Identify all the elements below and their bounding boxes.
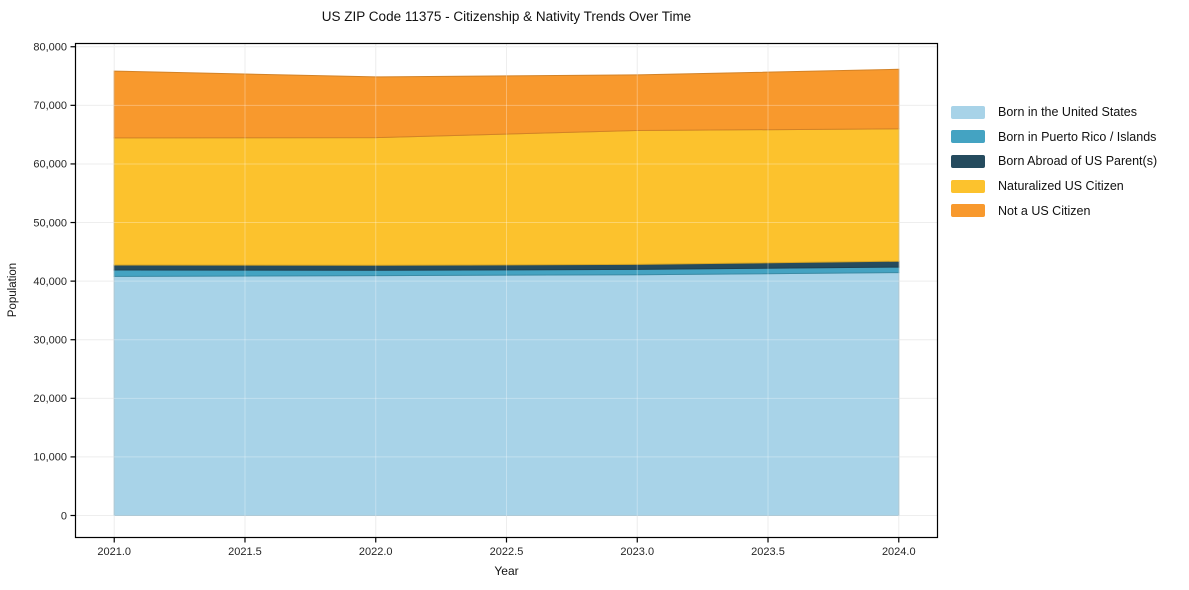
x-tick-label: 2022.5 bbox=[490, 546, 524, 558]
x-tick-label: 2021.5 bbox=[228, 546, 262, 558]
y-tick-label: 30,000 bbox=[33, 335, 67, 347]
x-tick-label: 2023.0 bbox=[620, 546, 654, 558]
legend-swatch-born-abroad bbox=[951, 154, 985, 168]
legend-item: Not a US Citizen bbox=[951, 198, 1157, 223]
legend: Born in the United States Born in Puerto… bbox=[951, 100, 1157, 223]
legend-item: Naturalized US Citizen bbox=[951, 174, 1157, 199]
legend-label: Born Abroad of US Parent(s) bbox=[998, 154, 1158, 169]
x-axis-label: Year bbox=[494, 564, 519, 578]
plot-frame bbox=[74, 42, 939, 539]
legend-swatch-puerto-rico bbox=[951, 130, 985, 144]
legend-label: Not a US Citizen bbox=[998, 203, 1091, 218]
x-tick-label: 2021.0 bbox=[97, 546, 131, 558]
legend-swatch-born-us bbox=[951, 105, 985, 119]
legend-item: Born in Puerto Rico / Islands bbox=[951, 125, 1157, 150]
y-tick-label: 80,000 bbox=[33, 42, 67, 54]
y-tick-label: 20,000 bbox=[33, 393, 67, 405]
legend-label: Naturalized US Citizen bbox=[998, 179, 1124, 194]
legend-label: Born in the United States bbox=[998, 105, 1137, 120]
chart-title: US ZIP Code 11375 - Citizenship & Nativi… bbox=[321, 9, 692, 24]
x-tick-label: 2024.0 bbox=[882, 546, 916, 558]
y-axis-label: Population bbox=[7, 262, 19, 318]
y-tick-label: 0 bbox=[61, 510, 67, 522]
legend-swatch-not-citizen bbox=[951, 204, 985, 218]
y-tick-label: 60,000 bbox=[33, 159, 67, 171]
y-tick-label: 70,000 bbox=[33, 100, 67, 112]
y-tick-label: 10,000 bbox=[33, 452, 67, 464]
x-tick-label: 2023.5 bbox=[751, 546, 785, 558]
legend-swatch-naturalized bbox=[951, 179, 985, 193]
area-series-4 bbox=[113, 68, 900, 139]
y-tick-label: 50,000 bbox=[33, 217, 67, 229]
legend-item: Born Abroad of US Parent(s) bbox=[951, 149, 1157, 174]
y-tick-label: 40,000 bbox=[33, 276, 67, 288]
legend-label: Born in Puerto Rico / Islands bbox=[998, 129, 1157, 144]
x-tick-label: 2022.0 bbox=[359, 546, 393, 558]
legend-item: Born in the United States bbox=[951, 100, 1157, 125]
